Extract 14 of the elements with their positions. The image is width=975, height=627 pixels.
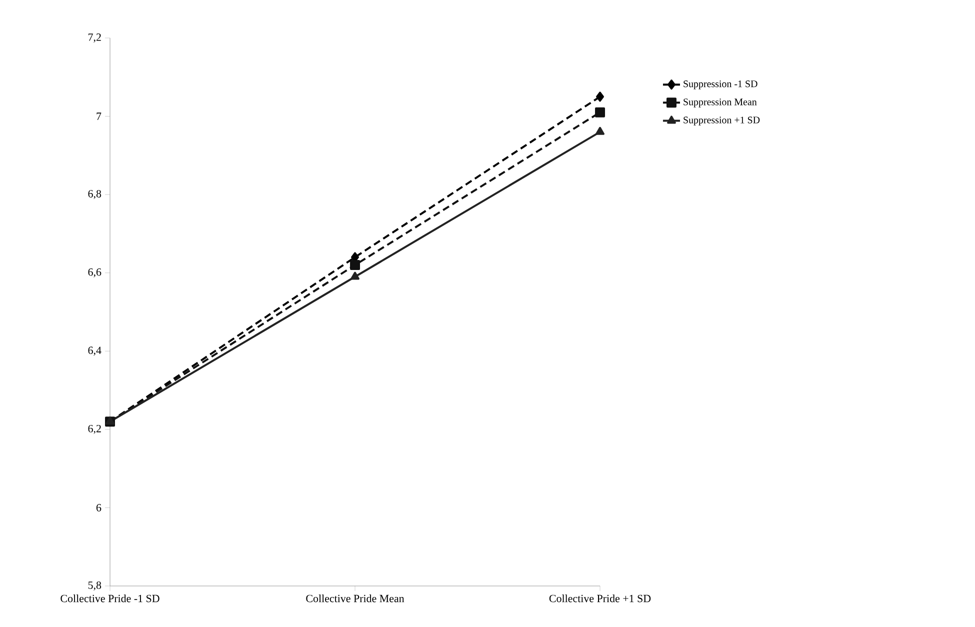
y-tick-label: 6,6: [88, 268, 102, 278]
y-tick-label: 6: [96, 504, 102, 512]
legend-label: Suppression -1 SD: [684, 80, 758, 90]
x-tick-label: Collective Pride Mean: [306, 594, 404, 602]
y-tick-label: 7: [96, 112, 102, 120]
y-tick-label: 5,8: [88, 582, 102, 590]
x-tick-label: Collective Pride -1 SD: [60, 594, 160, 602]
x-tick-label: Collective Pride +1 SD: [549, 594, 651, 602]
y-tick-label: 6,2: [88, 424, 101, 434]
legend-label: Suppression +1 SD: [684, 116, 760, 126]
y-tick-label: 7,2: [88, 34, 101, 42]
legend-label: Suppression Mean: [684, 98, 757, 108]
y-tick-label: 6,8: [88, 190, 102, 200]
y-tick-label: 6,4: [88, 346, 102, 356]
